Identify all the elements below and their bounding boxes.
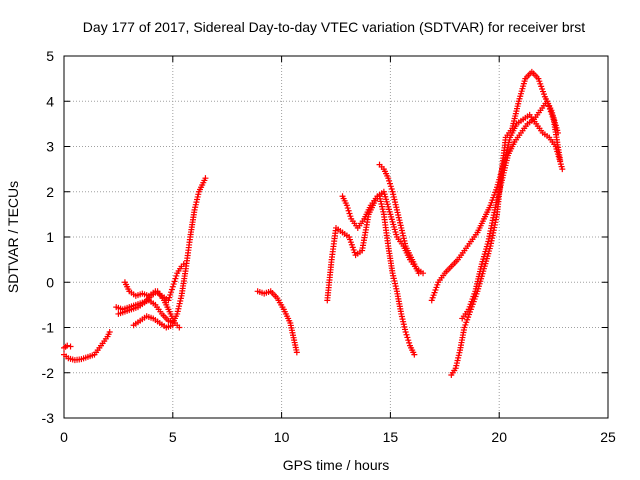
x-axis-label: GPS time / hours	[283, 457, 390, 473]
y-tick-labels: -3 -2 -1 0 1 2 3 4 5	[42, 48, 55, 426]
x-tick-label: 20	[491, 429, 507, 445]
data-point	[387, 183, 394, 190]
series-s13	[459, 98, 564, 322]
series-s5	[115, 288, 183, 331]
data-point	[172, 275, 179, 282]
data-point	[106, 329, 113, 336]
data-point	[415, 270, 422, 277]
data-point	[406, 339, 413, 346]
data-point	[402, 329, 409, 336]
data-point	[170, 281, 177, 288]
data-point	[557, 157, 564, 164]
x-tick-label: 25	[600, 429, 616, 445]
data-point	[388, 186, 395, 193]
data-point	[173, 272, 180, 279]
data-point	[385, 175, 392, 182]
grid-lines	[64, 56, 608, 418]
data-point	[293, 349, 300, 356]
y-tick-label: -2	[42, 365, 55, 381]
data-point	[405, 337, 412, 344]
series-s10	[376, 161, 422, 277]
y-tick-label: 3	[46, 139, 54, 155]
data-point	[559, 166, 566, 173]
data-point	[67, 343, 74, 350]
data-point	[168, 289, 175, 296]
y-axis-label: SDTVAR / TECUs	[5, 181, 21, 293]
x-tick-label: 10	[274, 429, 290, 445]
y-tick-label: 2	[46, 184, 54, 200]
x-tick-labels: 0 5 10 15 20 25	[60, 429, 616, 445]
data-point	[345, 207, 352, 214]
data-point	[64, 342, 71, 349]
y-tick-label: 5	[46, 48, 54, 64]
series-s7	[254, 288, 300, 356]
data-point	[166, 294, 173, 301]
data-point	[411, 351, 418, 358]
data-point	[169, 283, 176, 290]
data-points	[61, 68, 566, 379]
data-point	[403, 331, 410, 338]
axis-ticks	[63, 55, 609, 419]
data-point	[180, 261, 187, 268]
data-point	[168, 286, 175, 293]
series-s2	[61, 342, 74, 351]
data-point	[167, 291, 174, 298]
data-point	[169, 322, 176, 329]
y-tick-label: 0	[46, 274, 54, 290]
series-s6	[130, 313, 176, 331]
x-tick-label: 15	[383, 429, 399, 445]
data-point	[386, 180, 393, 187]
y-tick-label: -3	[42, 410, 55, 426]
data-point	[176, 324, 183, 331]
y-tick-label: 4	[46, 93, 54, 109]
x-tick-label: 5	[169, 429, 177, 445]
data-point	[202, 175, 209, 182]
data-point	[344, 205, 351, 212]
y-tick-label: -1	[42, 320, 55, 336]
data-point	[343, 202, 350, 209]
series-s1	[61, 329, 113, 364]
data-point	[171, 278, 178, 285]
y-tick-label: 1	[46, 229, 54, 245]
x-tick-label: 0	[60, 429, 68, 445]
data-point	[346, 210, 353, 217]
data-point	[404, 334, 411, 341]
chart-title: Day 177 of 2017, Sidereal Day-to-day VTE…	[83, 19, 585, 35]
data-point	[347, 213, 354, 220]
data-point	[386, 177, 393, 184]
